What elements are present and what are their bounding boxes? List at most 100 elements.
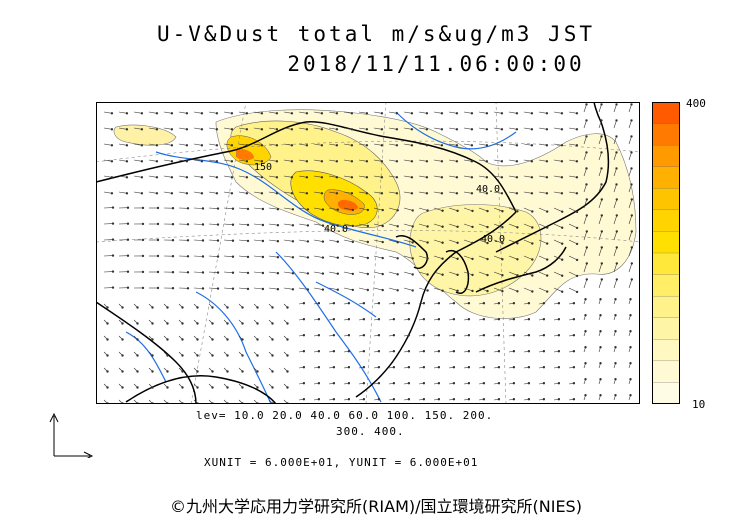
wind-vector: [283, 127, 292, 130]
wind-vector-head: [106, 306, 109, 309]
wind-vector: [283, 271, 293, 274]
wind-vector-head: [396, 273, 399, 276]
wind-vector-head: [185, 112, 189, 115]
wind-vector-head: [365, 112, 369, 115]
wind-vector-head: [485, 144, 489, 147]
wind-vector: [418, 111, 427, 114]
wind-vector: [523, 239, 533, 244]
wind-vector-head: [600, 135, 603, 138]
wind-vector-head: [546, 258, 549, 261]
wind-vector: [568, 127, 577, 130]
wind-vector-head: [575, 226, 579, 230]
wind-vector: [613, 199, 618, 209]
wind-vector-head: [290, 144, 294, 147]
wind-vector-head: [600, 278, 603, 281]
wind-vector: [418, 127, 427, 130]
wind-vector-head: [377, 398, 381, 401]
wind-vector: [193, 127, 202, 130]
wind-vector-head: [302, 334, 306, 337]
wind-vector-head: [302, 398, 306, 401]
wind-vector: [628, 184, 632, 193]
wind-vector-head: [407, 398, 411, 401]
wind-vector-head: [395, 128, 399, 131]
wind-vector-head: [560, 128, 564, 131]
wind-vector-head: [136, 370, 139, 373]
chart-datetime: 2018/11/11.06:00:00: [287, 52, 585, 76]
wind-vector-head: [441, 289, 444, 292]
wind-vector-head: [426, 225, 429, 228]
wind-vector: [148, 159, 157, 162]
wind-vector: [373, 175, 382, 178]
wind-vector-head: [321, 208, 325, 211]
wind-vector: [103, 191, 112, 194]
wind-vector: [208, 271, 219, 273]
wind-vector-head: [256, 322, 259, 325]
wind-vector-head: [396, 257, 399, 260]
wind-vector-head: [542, 302, 546, 305]
wind-vector: [298, 223, 308, 226]
wind-vector: [538, 175, 547, 178]
wind-vector-head: [629, 394, 632, 397]
wind-vector-head: [170, 192, 174, 195]
wind-vector-head: [530, 112, 534, 115]
wind-vector-head: [599, 394, 602, 397]
wind-vector-head: [185, 160, 189, 163]
wind-vector: [313, 271, 323, 274]
wind-vector: [553, 111, 562, 114]
wind-vector: [463, 159, 472, 162]
wind-vector: [418, 175, 427, 178]
wind-vector-head: [110, 112, 114, 115]
wind-vector: [238, 207, 249, 210]
wind-vector: [313, 159, 322, 162]
contour-labels: 40.0 40.0 40.0 150: [254, 162, 505, 245]
wind-vector-head: [440, 160, 444, 163]
wind-vector-head: [516, 210, 519, 213]
wind-vector-head: [615, 119, 618, 122]
wind-vector-head: [560, 160, 564, 163]
wind-vector-head: [156, 222, 160, 226]
wind-vector-head: [542, 382, 546, 385]
wind-vector: [268, 127, 277, 130]
wind-vector-head: [456, 209, 459, 213]
wind-vector-head: [350, 176, 354, 179]
contour-label: 150: [254, 162, 272, 173]
wind-vector-head: [215, 160, 219, 163]
wind-vector-head: [530, 144, 534, 147]
wind-vector: [238, 143, 247, 146]
wind-vector-head: [351, 272, 354, 276]
wind-vector: [148, 191, 157, 194]
wind-vector-head: [166, 354, 169, 357]
wind-vector: [178, 175, 187, 178]
wind-vector-head: [362, 334, 366, 337]
wind-vector: [163, 127, 172, 130]
wind-vector-head: [230, 160, 234, 163]
wind-vector-head: [186, 255, 190, 258]
wind-vector: [223, 223, 234, 225]
wind-vector-head: [516, 274, 519, 277]
wind-vector-head: [615, 183, 618, 186]
wind-vector-head: [365, 144, 369, 147]
wind-vector-head: [512, 318, 516, 321]
wind-vector-head: [141, 254, 145, 258]
wind-vector-head: [351, 240, 354, 244]
wind-vector-head: [557, 398, 561, 401]
dust-shading: [113, 109, 637, 319]
wind-vector-head: [585, 167, 588, 170]
wind-vector-head: [531, 258, 534, 261]
colorbar-cell: [652, 317, 680, 340]
wind-vector-head: [321, 240, 325, 243]
wind-vector: [208, 223, 219, 225]
wind-vector-head: [286, 370, 289, 373]
wind-vector-head: [600, 246, 603, 249]
wind-vector: [283, 159, 292, 162]
wind-vector: [553, 207, 563, 212]
wind-vector: [223, 143, 232, 146]
wind-vector: [343, 239, 353, 243]
wind-vector-head: [125, 128, 129, 131]
wind-vector: [328, 175, 337, 178]
wind-vector-head: [245, 160, 249, 163]
wind-vector-head: [575, 176, 579, 179]
wind-vector-head: [377, 334, 381, 337]
wind-vector-head: [211, 306, 214, 309]
wind-vector-head: [305, 144, 309, 147]
